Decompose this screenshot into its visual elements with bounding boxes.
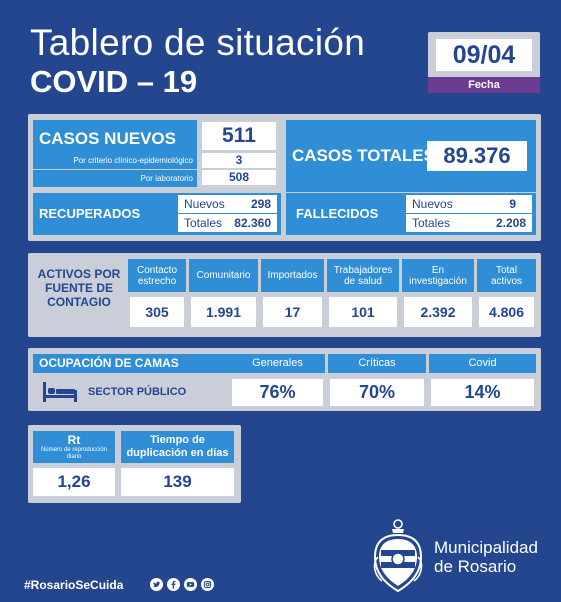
clinical-criteria-label: Por criterio clínico-epidemiológico xyxy=(33,152,197,169)
column-header: Total activos xyxy=(477,259,536,292)
deaths-total-label: Totales xyxy=(412,216,451,230)
twitter-icon[interactable] xyxy=(150,578,163,591)
cases-panel: CASOS NUEVOS 511 Por criterio clínico-ep… xyxy=(28,114,541,241)
rt-panel: Rt Número de reproducción diario Tiempo … xyxy=(28,425,241,503)
occupancy-covid-value: 14% xyxy=(431,379,534,406)
facebook-icon[interactable] xyxy=(167,578,180,591)
bed-occupancy-panel: OCUPACIÓN DE CAMAS Generales Críticas Co… xyxy=(28,348,541,411)
new-cases-label: CASOS NUEVOS xyxy=(33,120,197,158)
total-cases-cell: CASOS TOTALES xyxy=(286,120,536,192)
column-header: En investigación xyxy=(402,259,474,292)
clinical-criteria-value: 3 xyxy=(202,153,276,168)
column-value: 2.392 xyxy=(404,297,472,327)
social-icons xyxy=(150,578,214,592)
laboratory-label: Por laboratorio xyxy=(33,170,197,187)
deaths-total-row: Totales 2.208 xyxy=(406,214,532,232)
recovered-total-label: Totales xyxy=(184,216,223,230)
recovered-new-label: Nuevos xyxy=(184,197,225,211)
municipality-name: Municipalidad de Rosario xyxy=(434,538,538,576)
total-cases-label: CASOS TOTALES xyxy=(292,146,435,165)
rt-header: Rt Número de reproducción diario xyxy=(33,431,115,463)
municipality-line1: Municipalidad xyxy=(434,538,538,557)
column-value: 101 xyxy=(329,297,397,327)
active-cases-panel: ACTIVOS POR FUENTE DE CONTAGIO Contacto … xyxy=(28,253,541,337)
deaths-new-value: 9 xyxy=(509,197,516,211)
doubling-time-label: Tiempo de duplicación en días xyxy=(121,431,234,463)
recovered-total-row: Totales 82.360 xyxy=(178,214,277,232)
recovered-total-value: 82.360 xyxy=(234,216,271,230)
page-subtitle: COVID – 19 xyxy=(30,64,198,99)
doubling-time-value: 139 xyxy=(121,468,234,496)
occupancy-general-value: 76% xyxy=(232,379,323,406)
sector-label: SECTOR PÚBLICO xyxy=(88,386,187,398)
occupancy-header-covid: Covid xyxy=(429,354,536,373)
deaths-total-value: 2.208 xyxy=(495,216,526,230)
rt-value: 1,26 xyxy=(33,468,115,496)
date-card: 09/04 Fecha xyxy=(428,32,540,93)
instagram-icon[interactable] xyxy=(201,578,214,591)
active-cases-label: ACTIVOS POR FUENTE DE CONTAGIO xyxy=(37,267,121,309)
column-value: 4.806 xyxy=(479,297,534,327)
column-header: Comunitario xyxy=(189,259,258,292)
page-title: Tablero de situación xyxy=(30,22,366,63)
occupancy-header-general: Generales xyxy=(230,354,325,373)
column-value: 305 xyxy=(130,297,184,327)
municipality-line2: de Rosario xyxy=(434,557,517,576)
municipality-seal-icon xyxy=(373,519,423,593)
bed-occupancy-label: OCUPACIÓN DE CAMAS xyxy=(33,354,230,373)
hashtag: #RosarioSeCuida xyxy=(24,578,124,592)
total-cases-value: 89.376 xyxy=(427,141,527,171)
column-value: 17 xyxy=(263,297,322,327)
laboratory-value: 508 xyxy=(202,170,276,185)
column-value: 1.991 xyxy=(191,297,256,327)
recovered-new-value: 298 xyxy=(250,197,271,211)
recovered-label: RECUPERADOS xyxy=(39,206,141,221)
new-cases-value: 511 xyxy=(202,122,276,150)
rt-label: Rt xyxy=(67,433,81,447)
column-header: Trabajadores de salud xyxy=(327,259,399,292)
deaths-new-label: Nuevos xyxy=(412,197,453,211)
occupancy-critical-value: 70% xyxy=(330,379,424,406)
occupancy-header-critical: Críticas xyxy=(328,354,426,373)
deaths-label: FALLECIDOS xyxy=(296,206,379,221)
youtube-icon[interactable] xyxy=(184,578,197,591)
recovered-new-row: Nuevos 298 xyxy=(178,195,277,213)
column-header: Importados xyxy=(261,259,324,292)
date-value: 09/04 xyxy=(436,39,532,71)
rt-sublabel: Número de reproducción diario xyxy=(40,447,108,460)
bed-icon xyxy=(43,382,77,402)
date-label: Fecha xyxy=(428,77,540,93)
column-header: Contacto estrecho xyxy=(128,259,186,292)
deaths-new-row: Nuevos 9 xyxy=(406,195,532,213)
